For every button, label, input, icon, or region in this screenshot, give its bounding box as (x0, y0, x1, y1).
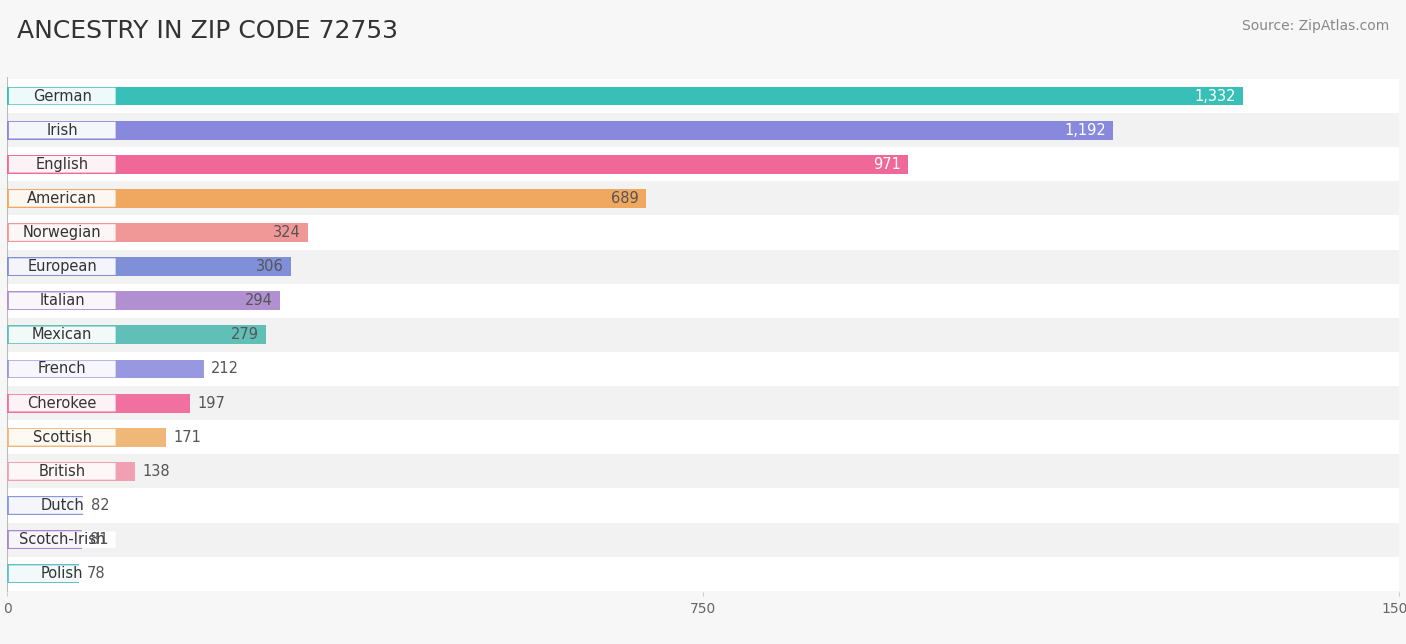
Text: Scottish: Scottish (32, 430, 91, 445)
Bar (7, 428, 166, 447)
Bar (7, 393, 190, 413)
Text: 971: 971 (873, 156, 901, 172)
Text: Dutch: Dutch (41, 498, 84, 513)
FancyBboxPatch shape (8, 429, 115, 446)
Bar (7, 121, 1114, 140)
FancyBboxPatch shape (8, 531, 115, 548)
Text: 1,332: 1,332 (1194, 88, 1236, 104)
Text: Mexican: Mexican (32, 327, 93, 343)
Bar (7, 291, 280, 310)
Text: Italian: Italian (39, 293, 84, 308)
FancyBboxPatch shape (8, 361, 115, 377)
Bar (7, 257, 291, 276)
Bar (7, 216, 1399, 250)
Bar (7, 359, 204, 379)
FancyBboxPatch shape (8, 463, 115, 480)
Text: German: German (32, 88, 91, 104)
FancyBboxPatch shape (8, 327, 115, 343)
Text: English: English (35, 156, 89, 172)
Bar (7, 462, 135, 480)
Text: Scotch-Irish: Scotch-Irish (20, 532, 105, 547)
Bar (7, 182, 1399, 216)
Text: 78: 78 (87, 566, 105, 582)
FancyBboxPatch shape (8, 395, 115, 412)
FancyBboxPatch shape (8, 122, 115, 138)
Text: European: European (27, 259, 97, 274)
Text: 81: 81 (90, 532, 108, 547)
Text: ANCESTRY IN ZIP CODE 72753: ANCESTRY IN ZIP CODE 72753 (17, 19, 398, 43)
FancyBboxPatch shape (8, 190, 115, 207)
Bar (7, 87, 1243, 106)
Text: 82: 82 (90, 498, 110, 513)
Text: 279: 279 (231, 327, 259, 343)
Bar (7, 522, 1399, 556)
Text: 197: 197 (197, 395, 225, 411)
Text: 212: 212 (211, 361, 239, 377)
FancyBboxPatch shape (8, 156, 115, 173)
Text: 689: 689 (612, 191, 638, 206)
Text: Source: ZipAtlas.com: Source: ZipAtlas.com (1241, 19, 1389, 33)
Bar (7, 79, 1399, 113)
Bar (7, 325, 266, 345)
FancyBboxPatch shape (8, 88, 115, 104)
Text: British: British (39, 464, 86, 479)
Text: French: French (38, 361, 87, 377)
Text: 1,192: 1,192 (1064, 122, 1105, 138)
Bar (7, 564, 79, 583)
Text: 171: 171 (173, 430, 201, 445)
Bar (7, 488, 1399, 522)
FancyBboxPatch shape (8, 565, 115, 582)
Bar (7, 147, 1399, 182)
Bar (7, 496, 83, 515)
Text: American: American (27, 191, 97, 206)
FancyBboxPatch shape (8, 292, 115, 309)
Text: 294: 294 (245, 293, 273, 308)
Bar (7, 284, 1399, 318)
Bar (7, 318, 1399, 352)
Bar (7, 352, 1399, 386)
Text: 324: 324 (273, 225, 301, 240)
Bar (7, 189, 647, 208)
Bar (7, 223, 308, 242)
Bar (7, 155, 908, 174)
Text: Cherokee: Cherokee (28, 395, 97, 411)
Text: Polish: Polish (41, 566, 83, 582)
Bar (7, 530, 82, 549)
Text: 138: 138 (142, 464, 170, 479)
Bar (7, 454, 1399, 488)
FancyBboxPatch shape (8, 258, 115, 275)
Bar (7, 556, 1399, 591)
Text: Norwegian: Norwegian (22, 225, 101, 240)
Bar (7, 386, 1399, 420)
FancyBboxPatch shape (8, 497, 115, 514)
Text: 306: 306 (256, 259, 284, 274)
Text: Irish: Irish (46, 122, 79, 138)
Bar (7, 250, 1399, 284)
Bar (7, 113, 1399, 147)
FancyBboxPatch shape (8, 224, 115, 241)
Bar (7, 420, 1399, 454)
